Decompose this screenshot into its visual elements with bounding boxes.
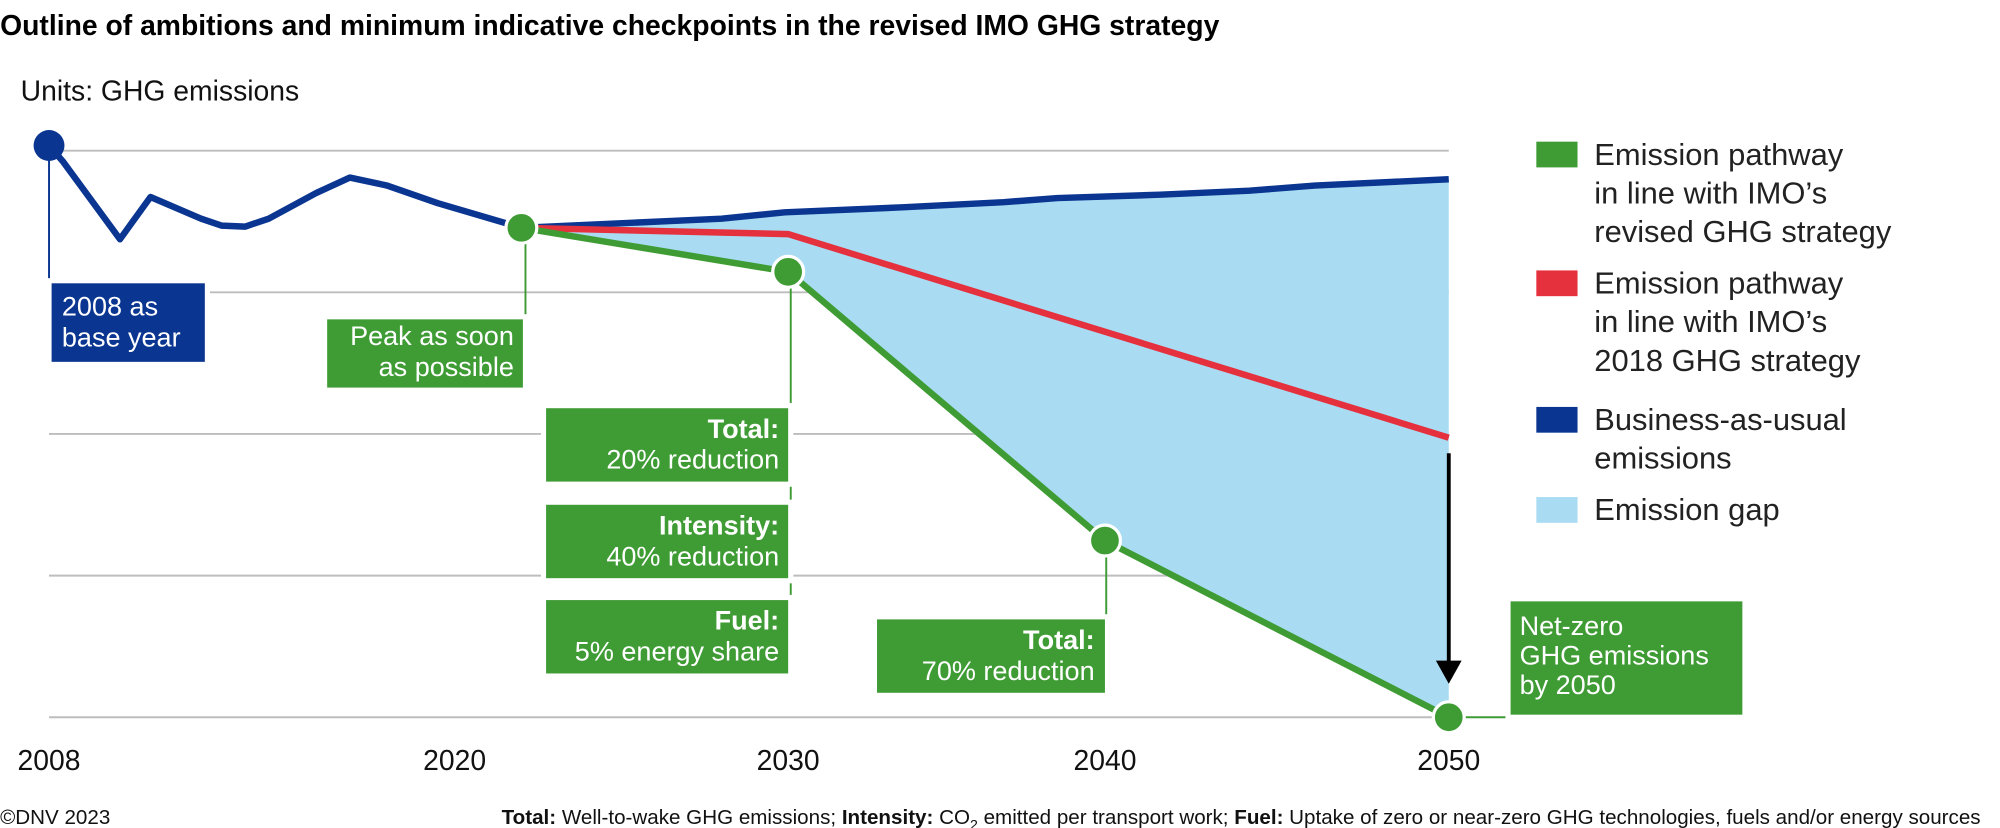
legend-swatch: [1536, 406, 1578, 433]
checkpoint-markers: [33, 130, 1466, 735]
legend-label: Emission pathway: [1594, 137, 1844, 172]
reduction-arrow-head: [1435, 660, 1462, 684]
annotation-2030-intensity: Intensity: 40% reduction: [540, 499, 794, 584]
footnote: Total: Well-to-wake GHG emissions; Inten…: [502, 806, 1981, 828]
annotation-text: 40% reduction: [606, 541, 779, 571]
legend-item-revised: Emission pathway in line with IMO’s revi…: [1536, 137, 1892, 249]
footnote-term: Intensity:: [842, 806, 934, 828]
footnote-text: Uptake of zero or near-zero GHG technolo…: [1283, 806, 1980, 828]
legend-label: 2018 GHG strategy: [1594, 343, 1861, 378]
series-line-imo-2018: [521, 224, 1450, 441]
copyright: ©DNV 2023: [0, 806, 110, 828]
footnote-text: CO: [933, 806, 970, 828]
legend-label: Emission pathway: [1594, 266, 1844, 301]
marker-checkpoint-2050: [1431, 700, 1466, 735]
x-tick-label: 2020: [423, 745, 486, 777]
series-line-bau: [46, 143, 1449, 243]
annotation-2040-total: Total: 70% reduction: [871, 614, 1111, 698]
annotation-text: as possible: [379, 352, 514, 382]
marker-checkpoint-2030: [771, 254, 806, 289]
annotation-text: 5% energy share: [575, 637, 779, 667]
annotation-peak: Peak as soon as possible: [322, 314, 529, 393]
x-tick-label: 2050: [1417, 745, 1480, 777]
legend-swatch: [1536, 497, 1578, 523]
annotation-text: 70% reduction: [922, 656, 1095, 686]
legend: Emission pathway in line with IMO’s revi…: [1536, 137, 1892, 527]
x-tick-label: 2030: [757, 745, 820, 777]
annotation-text: 20% reduction: [606, 445, 779, 475]
annotation-head: Total:: [1023, 625, 1095, 655]
footnote-subscript: 2: [970, 817, 978, 828]
annotation-text: by 2050: [1520, 670, 1616, 700]
series-line-revised: [520, 224, 1451, 721]
legend-label: in line with IMO’s: [1594, 175, 1827, 210]
annotation-text: Net-zero: [1520, 611, 1624, 641]
emission-gap-area: [521, 179, 1449, 718]
units-label: Units: GHG emissions: [21, 75, 299, 107]
annotation-net-zero: Net-zero GHG emissions by 2050: [1505, 596, 1748, 720]
x-tick-label: 2040: [1073, 745, 1136, 777]
legend-item-bau: Business-as-usual emissions: [1536, 402, 1847, 476]
legend-label: emissions: [1594, 441, 1731, 476]
plot-area: [46, 143, 1462, 721]
units-prefix: Units:: [21, 75, 93, 107]
legend-label: in line with IMO’s: [1594, 304, 1827, 339]
legend-label: Business-as-usual: [1594, 402, 1846, 437]
annotation-head: Fuel:: [715, 606, 780, 636]
chart-title: Outline of ambitions and minimum indicat…: [0, 10, 1219, 42]
legend-label: revised GHG strategy: [1594, 214, 1892, 249]
annotation-2030-fuel: Fuel: 5% energy share: [540, 594, 794, 679]
marker-checkpoint-2040: [1087, 523, 1123, 558]
annotation-base-year: 2008 as base year: [46, 278, 210, 367]
legend-label: Emission gap: [1594, 492, 1779, 527]
annotation-text: GHG emissions: [1520, 640, 1709, 670]
footnote-text: emitted per transport work;: [978, 806, 1234, 828]
x-axis: 2008 2020 2030 2040 2050: [18, 745, 1481, 777]
legend-item-gap: Emission gap: [1536, 492, 1780, 527]
annotation-text: 2008 as: [62, 291, 158, 321]
annotation-2030-total: Total: 20% reduction: [540, 403, 794, 487]
annotation-head: Intensity:: [659, 510, 779, 540]
footnote-text: Well-to-wake GHG emissions;: [556, 806, 842, 828]
legend-swatch: [1536, 141, 1578, 168]
marker-checkpoint-2022: [504, 210, 539, 245]
footnote-term: Fuel:: [1234, 806, 1283, 828]
footnote-term: Total:: [502, 806, 557, 828]
annotation-head: Total:: [708, 414, 780, 444]
marker-2008-base: [33, 130, 65, 161]
legend-item-2018: Emission pathway in line with IMO’s 2018…: [1536, 266, 1861, 378]
annotation-text: Peak as soon: [350, 321, 514, 351]
annotation-text: base year: [62, 322, 181, 352]
x-tick-label: 2008: [18, 745, 81, 777]
legend-swatch: [1536, 270, 1578, 297]
units-value: GHG emissions: [101, 75, 299, 107]
